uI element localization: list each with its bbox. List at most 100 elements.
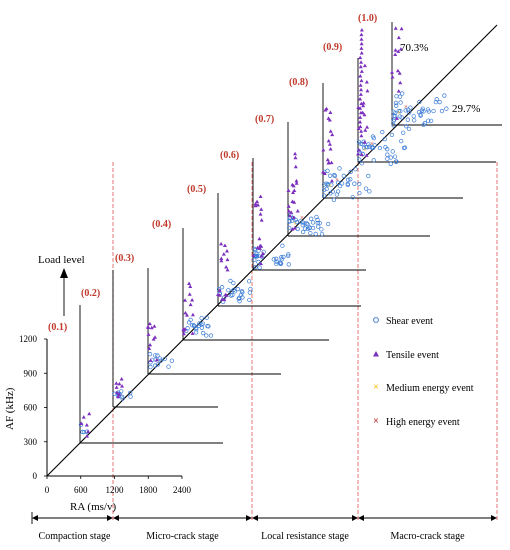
shear-event-point bbox=[199, 315, 204, 321]
tensile-event-point bbox=[146, 332, 151, 336]
tensile-event-point bbox=[184, 313, 189, 317]
high-energy-event-point: × bbox=[370, 140, 374, 148]
shear-event-point bbox=[389, 132, 395, 138]
shear-event-point bbox=[228, 278, 233, 284]
shear-event-point bbox=[328, 173, 333, 178]
load-level-label: (0.1) bbox=[48, 322, 67, 333]
shear-event-point bbox=[204, 333, 209, 338]
shear-event-point bbox=[353, 167, 358, 172]
tensile-event-point bbox=[183, 298, 188, 302]
shear-event-point bbox=[287, 219, 292, 224]
shear-event-point bbox=[370, 144, 375, 150]
shear-event-point bbox=[319, 227, 324, 232]
tensile-event-point bbox=[358, 97, 363, 101]
y-tick-label: 600 bbox=[24, 403, 38, 413]
shear-event-point bbox=[321, 193, 327, 198]
shear-event-point bbox=[278, 261, 284, 266]
shear-event-point bbox=[274, 256, 279, 261]
shear-event-point bbox=[385, 152, 390, 157]
tensile-event-point bbox=[356, 148, 361, 152]
tensile-event-point bbox=[325, 157, 330, 162]
shear-event-point bbox=[308, 216, 314, 221]
tensile-event-point bbox=[329, 178, 334, 183]
shear-event-point bbox=[186, 320, 192, 325]
tensile-event-point bbox=[321, 169, 326, 174]
shear-event-point bbox=[147, 351, 153, 357]
shear-event-point bbox=[317, 221, 322, 226]
shear-event-point bbox=[300, 229, 306, 235]
tensile-event-point bbox=[362, 140, 367, 144]
shear-event-point bbox=[442, 93, 447, 98]
shear-event-point bbox=[397, 94, 403, 99]
tensile-event-point bbox=[359, 28, 364, 32]
shear-event-point bbox=[120, 396, 125, 401]
shear-event-point bbox=[81, 429, 87, 435]
tensile-event-point bbox=[259, 218, 264, 222]
shear-event-point bbox=[367, 189, 372, 194]
shear-event-point bbox=[336, 180, 341, 185]
shear-event-point bbox=[155, 362, 160, 367]
shear-event-point bbox=[422, 120, 428, 126]
shear-event-point bbox=[406, 126, 412, 132]
tensile-event-point bbox=[359, 60, 364, 64]
stage-label: Local resistance stage bbox=[261, 531, 349, 542]
shear-event-point bbox=[426, 109, 431, 114]
tensile-event-point bbox=[188, 284, 193, 289]
shear-event-point bbox=[345, 177, 351, 182]
shear-event-point bbox=[403, 108, 408, 113]
tensile-event-point bbox=[147, 346, 152, 350]
shear-event-point bbox=[169, 358, 175, 363]
stage-label: Compaction stage bbox=[39, 531, 111, 542]
tensile-event-point bbox=[295, 209, 300, 213]
tensile-event-point bbox=[359, 37, 364, 41]
load-level-labels: (0.1) (0.2) (0.3) (0.4) (0.5) (0.6) (0.7) (0.8)… bbox=[48, 13, 377, 333]
load-level-label: (0.6) bbox=[220, 150, 239, 161]
tensile-event-point bbox=[154, 357, 159, 362]
legend-label: High energy event bbox=[386, 417, 460, 428]
shear-event-point bbox=[197, 321, 202, 326]
load-level-label: (0.9) bbox=[323, 42, 342, 53]
tensile-event-point bbox=[225, 267, 230, 272]
shear-event-point bbox=[208, 333, 214, 338]
tensile-event-point bbox=[217, 293, 222, 297]
shear-event-point bbox=[357, 191, 362, 196]
tensile-event-point bbox=[328, 147, 333, 151]
shear-event-point bbox=[253, 265, 258, 270]
tensile-event-point bbox=[255, 245, 260, 250]
tensile-event-point bbox=[397, 71, 402, 75]
shear-event-point bbox=[310, 220, 316, 225]
ratio-label-above: 70.3% bbox=[400, 42, 428, 54]
medium-energy-event-point: × bbox=[363, 146, 367, 154]
tensile-event-point bbox=[257, 236, 262, 241]
shear-event-point bbox=[444, 106, 449, 111]
tensile-event-point bbox=[117, 381, 122, 386]
shear-event-point bbox=[119, 389, 124, 394]
shear-event-point bbox=[334, 192, 339, 197]
shear-event-point bbox=[421, 109, 426, 114]
load-level-label: (0.8) bbox=[289, 77, 308, 88]
tensile-event-point bbox=[359, 133, 364, 138]
shear-event-point bbox=[408, 105, 413, 110]
tensile-event-point bbox=[321, 147, 326, 152]
shear-event-point bbox=[396, 108, 401, 114]
shear-event-point bbox=[367, 144, 372, 149]
tensile-event-point bbox=[152, 324, 157, 328]
shear-event-point bbox=[237, 299, 242, 304]
tensile-event-point bbox=[258, 194, 263, 198]
tensile-event-point bbox=[398, 47, 403, 51]
tensile-event-point bbox=[393, 26, 398, 30]
shear-event-point bbox=[201, 330, 206, 336]
tensile-event-point bbox=[359, 69, 364, 73]
tensile-event-point bbox=[149, 325, 154, 330]
shear-event-point bbox=[310, 225, 316, 231]
shear-event-point bbox=[247, 297, 252, 303]
tensile-event-point bbox=[326, 160, 331, 165]
shear-event-point bbox=[407, 110, 412, 115]
x-tick-label: 0 bbox=[45, 485, 50, 495]
shear-event-point bbox=[319, 231, 325, 237]
shear-event-point bbox=[398, 100, 403, 105]
tensile-event-point bbox=[358, 120, 363, 124]
load-level-axes bbox=[79, 22, 502, 444]
shear-event-point bbox=[371, 158, 376, 163]
shear-event-point bbox=[316, 224, 321, 229]
